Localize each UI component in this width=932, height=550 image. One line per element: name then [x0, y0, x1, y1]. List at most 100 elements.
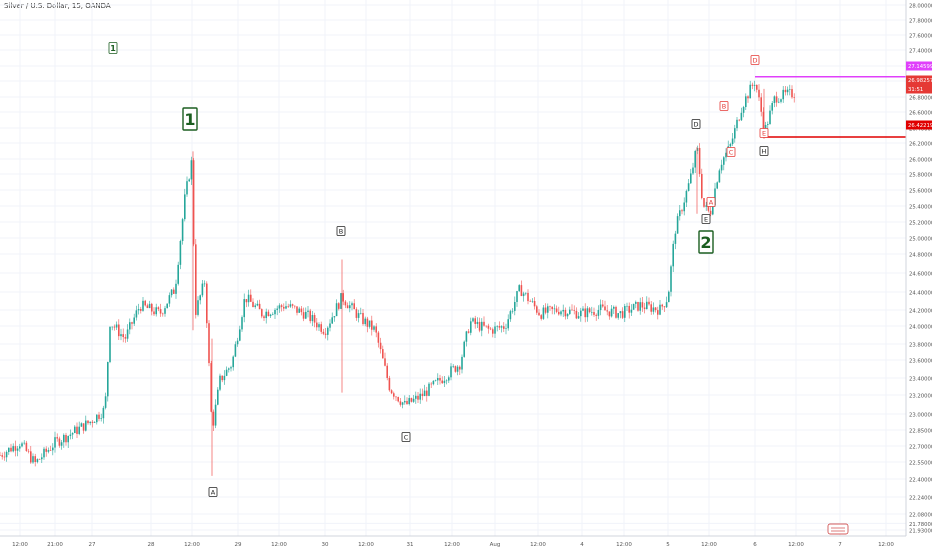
candle [294, 305, 296, 309]
candle [54, 431, 56, 453]
price-axis[interactable]: 28.0000027.8000027.6000027.4000027.20000… [909, 4, 932, 535]
candle [542, 304, 545, 320]
wave-label-d[interactable]: D [691, 119, 701, 129]
candle [126, 324, 129, 342]
candle [773, 95, 776, 108]
candle [351, 301, 353, 311]
wave-label-e[interactable]: E [701, 214, 711, 224]
wave-label-c[interactable]: C [726, 147, 736, 157]
candle [327, 326, 329, 341]
candle [76, 422, 78, 439]
wave-label-a[interactable]: A [706, 197, 716, 207]
candle [148, 300, 151, 309]
y-tick-label: 22.24000 [909, 496, 932, 502]
candle [780, 98, 782, 104]
candle [582, 306, 584, 312]
grid [0, 0, 906, 536]
candle [738, 119, 740, 122]
candle [454, 365, 457, 373]
candle [489, 326, 492, 331]
candle [190, 156, 193, 186]
candle [91, 420, 94, 428]
horizontal-lines[interactable] [755, 75, 906, 138]
candle [27, 448, 30, 454]
candle [241, 315, 243, 332]
candle [162, 312, 164, 317]
candle [443, 376, 446, 387]
candle [274, 308, 276, 319]
candle [14, 440, 17, 457]
y-tick-label: 24.80000 [909, 253, 932, 259]
candle [533, 297, 536, 310]
candle [276, 305, 278, 316]
wave-label-text: 2 [700, 233, 711, 252]
price-label-text: 27.14599 [908, 64, 932, 70]
wave-label-b[interactable]: B [719, 101, 729, 111]
candle [203, 280, 206, 287]
tradingview-logo[interactable] [827, 523, 849, 535]
candle [778, 98, 780, 104]
candle [692, 162, 694, 176]
candle [133, 313, 135, 327]
wave-label-2[interactable]: 2 [698, 230, 714, 254]
candle [287, 303, 289, 308]
candle [245, 299, 248, 308]
y-tick-label: 22.55000 [909, 461, 932, 467]
candle [223, 370, 226, 385]
wave-label-e[interactable]: E [759, 128, 769, 138]
candle [483, 316, 485, 327]
wave-label-1[interactable]: 1 [108, 42, 118, 54]
wave-label-d[interactable]: D [750, 55, 760, 65]
candle [701, 168, 703, 200]
candle [366, 316, 369, 333]
candle [509, 309, 512, 322]
candle [540, 313, 542, 321]
candle [32, 453, 34, 464]
candle [672, 240, 674, 272]
wave-label-1[interactable]: 1 [182, 107, 198, 131]
price-label: 26.98257 [906, 75, 932, 85]
wave-label-text: H [762, 147, 767, 155]
candle [492, 327, 494, 338]
candle [5, 450, 8, 462]
candle [635, 300, 637, 309]
candle [135, 305, 138, 321]
wave-label-b[interactable]: B [336, 226, 346, 236]
y-tick-label: 26.20000 [909, 142, 932, 148]
candle [595, 313, 597, 321]
candle [344, 300, 347, 309]
candle [124, 334, 127, 343]
candle [0, 451, 1, 456]
candle [525, 292, 527, 296]
candle [256, 300, 259, 307]
price-label: 26.42219 [906, 120, 932, 130]
candle [78, 421, 80, 436]
candle [784, 86, 787, 96]
wave-label-h[interactable]: H [759, 146, 769, 156]
candle [201, 280, 204, 298]
candle [289, 300, 292, 308]
candle [470, 317, 472, 336]
candle [793, 93, 795, 103]
candle [571, 304, 573, 311]
wave-label-text: C [729, 148, 734, 156]
candle [474, 315, 476, 329]
x-tick-label: 12:00 [701, 542, 717, 548]
candle [610, 305, 613, 318]
wave-label-text: D [693, 120, 698, 128]
candle [342, 289, 344, 306]
wave-label-a[interactable]: A [208, 487, 218, 497]
y-tick-label: 23.00000 [909, 413, 932, 419]
candle [113, 324, 116, 331]
candle [421, 388, 424, 401]
candle [547, 303, 549, 319]
x-tick-label: 27 [89, 542, 96, 548]
candle [179, 239, 182, 270]
wave-label-text: E [704, 215, 708, 223]
x-tick-label: 6 [753, 542, 757, 548]
wave-label-c[interactable]: C [401, 432, 411, 442]
time-axis[interactable]: 12:00 21:00 27 28 12:00 29 12:00 30 12:00 31 12:00… [12, 542, 894, 548]
wave-annotations[interactable]: 1 1 A B C D E 2 D B C A E H [108, 42, 769, 497]
candle [230, 365, 232, 372]
